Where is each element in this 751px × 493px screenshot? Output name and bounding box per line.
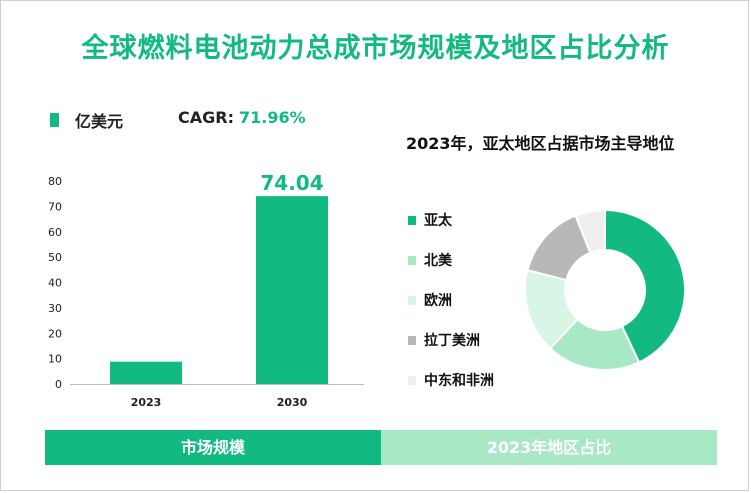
pie-legend-item: 拉丁美洲 — [408, 320, 494, 360]
bar-legend-label: 亿美元 — [75, 112, 124, 131]
pie-legend-item: 北美 — [408, 240, 494, 280]
donut-slice-0 — [604, 208, 686, 364]
cagr-label: CAGR: — [178, 108, 234, 127]
cagr-value: 71.96% — [238, 108, 306, 127]
pie-legend-swatch — [408, 375, 416, 385]
bar-data-label: 74.04 — [260, 171, 323, 195]
y-tick-label: 80 — [48, 175, 62, 188]
donut-chart — [524, 208, 686, 371]
band-market-size: 市场规模 — [45, 430, 381, 465]
y-tick-label: 60 — [48, 226, 62, 239]
cagr-text: CAGR: 71.96% — [178, 108, 306, 127]
pie-legend-item: 亚太 — [408, 200, 494, 240]
pie-legend-label: 中东和非洲 — [424, 373, 494, 389]
pie-chart-title: 2023年，亚太地区占据市场主导地位 — [406, 134, 675, 153]
y-tick-label: 10 — [48, 353, 62, 366]
pie-legend-swatch — [408, 335, 416, 345]
pie-legend-label: 亚太 — [424, 213, 452, 229]
x-tick-label: 2030 — [277, 396, 308, 409]
pie-legend-item: 中东和非洲 — [408, 360, 494, 400]
x-tick-label: 2023 — [131, 396, 162, 409]
pie-legend-label: 拉丁美洲 — [424, 333, 480, 349]
pie-legend: 亚太北美欧洲拉丁美洲中东和非洲 — [408, 200, 494, 400]
y-tick-label: 30 — [48, 302, 62, 315]
pie-legend-swatch — [408, 295, 416, 305]
donut-slice-4 — [574, 208, 606, 255]
bar-legend-swatch — [50, 113, 59, 127]
y-tick-label: 20 — [48, 327, 62, 340]
bar-2023 — [110, 361, 182, 384]
y-tick-label: 40 — [48, 277, 62, 290]
y-tick-label: 50 — [48, 251, 62, 264]
bar-legend: 亿美元 — [50, 108, 123, 132]
band-region-share: 2023年地区占比 — [381, 430, 717, 465]
page-title: 全球燃料电池动力总成市场规模及地区占比分析 — [81, 33, 670, 64]
pie-legend-label: 欧洲 — [424, 293, 452, 309]
bar-2030 — [256, 196, 328, 384]
pie-legend-label: 北美 — [424, 253, 452, 269]
y-tick-label: 70 — [48, 200, 62, 213]
pie-legend-swatch — [408, 215, 416, 225]
pie-legend-item: 欧洲 — [408, 280, 494, 320]
pie-legend-swatch — [408, 255, 416, 265]
y-tick-label: 0 — [55, 378, 62, 391]
